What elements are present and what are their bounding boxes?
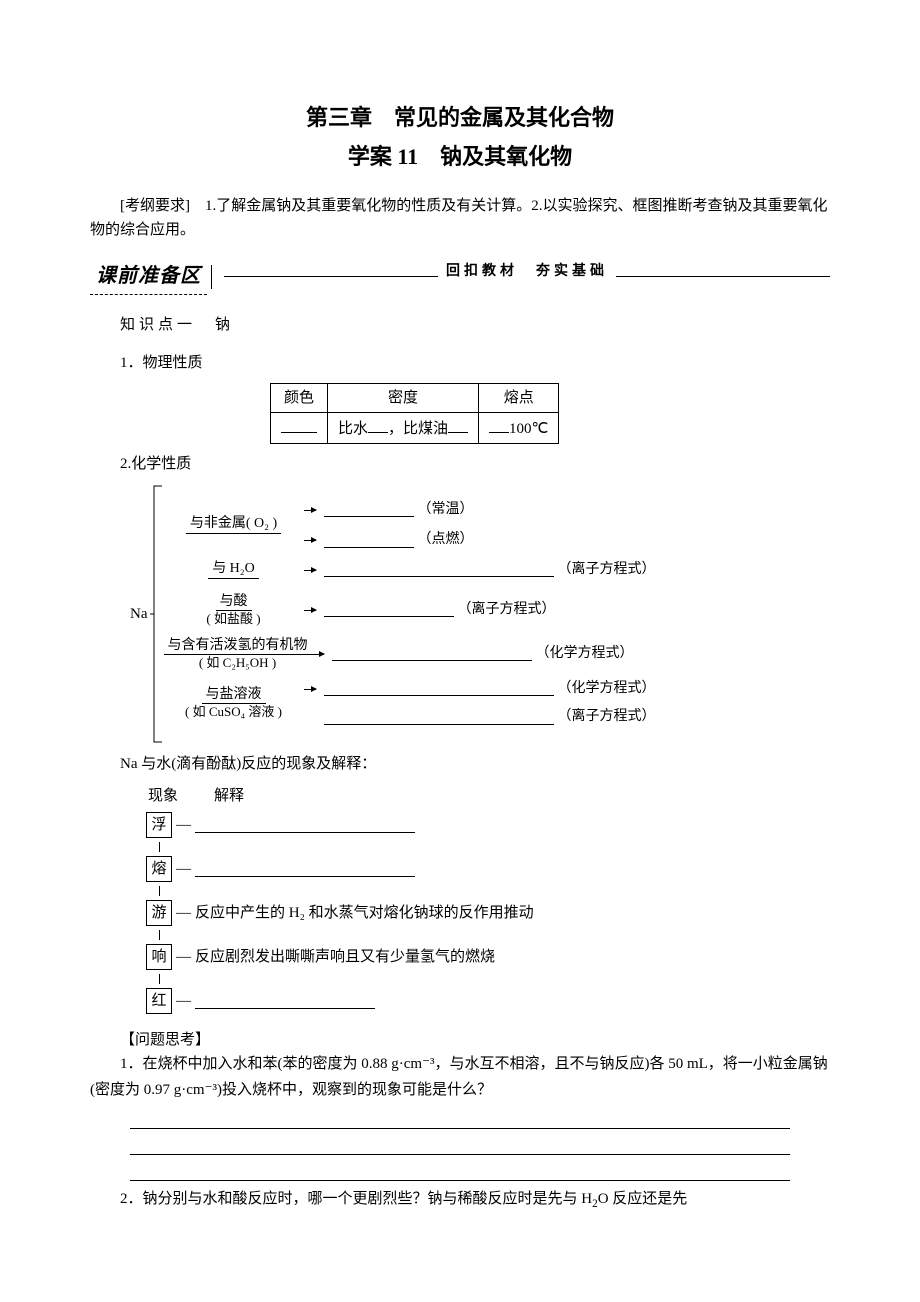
table-cell: 比水 ，比煤油 [328, 413, 479, 444]
chemical-props-diagram: Na 与非金属( O₂ ) （常温） （点燃） 与 H₂O [130, 484, 830, 744]
chem-row: 与非金属( O₂ ) （常温） （点燃） [164, 498, 831, 552]
connector-line [159, 930, 160, 940]
q2-text: 2．钠分别与水和酸反应时，哪一个更剧烈些？钠与稀酸反应时是先与 H [120, 1191, 592, 1207]
chem-row-label: 与 H₂O [164, 561, 304, 579]
blank-field [195, 862, 415, 877]
question-heading: 【问题思考】 [90, 1028, 830, 1052]
blank-field [195, 994, 375, 1009]
phenomenon-row: 熔 — [146, 856, 830, 882]
cell-text: 比水 [338, 421, 368, 437]
connector-line [159, 842, 160, 852]
chapter-title: 第三章 常见的金属及其化合物 [90, 100, 830, 135]
chemical-props-heading: 2.化学性质 [90, 452, 830, 476]
section-subtitle: 回扣教材 夯实基础 [438, 261, 616, 283]
question-1: 1．在烧杯中加入水和苯(苯的密度为 0.88 g·cm⁻³，与水互不相溶，且不与… [90, 1052, 830, 1103]
section-divider [211, 265, 212, 289]
outline-requirements: [考纲要求] 1.了解金属钠及其重要氧化物的性质及有关计算。2.以实验探究、框图… [90, 194, 830, 242]
chem-row-label: 与含有活泼氢的有机物 ( 如 C₂H₅OH ) [164, 638, 312, 671]
na-label: Na [130, 602, 148, 626]
chem-row-label: 与非金属( O₂ ) [164, 516, 304, 534]
phenomenon-intro: Na 与水(滴有酚酞)反应的现象及解释： [90, 752, 830, 776]
q2-tail: O 反应还是先 [598, 1191, 688, 1207]
connector-line [159, 886, 160, 896]
answer-line [130, 1161, 790, 1181]
phenomenon-char: 浮 [146, 812, 172, 838]
chem-row: 与含有活泼氢的有机物 ( 如 C₂H₅OH ) （化学方程式） [164, 632, 831, 676]
phenomenon-char: 游 [146, 900, 172, 926]
phenom-header-right: 解释 [214, 784, 244, 808]
dash-icon: — [176, 813, 191, 837]
table-header: 密度 [328, 384, 479, 413]
phenomenon-text: 反应剧烈发出嘶嘶声响且又有少量氢气的燃烧 [195, 945, 495, 969]
phenomenon-char: 响 [146, 944, 172, 970]
blank-field [368, 415, 388, 433]
blank-field [281, 415, 317, 433]
chem-row-label: 与盐溶液 ( 如 CuSO₄ 溶液 ) [164, 687, 304, 720]
section-line: 回扣教材 夯实基础 [224, 276, 830, 277]
blank-field [195, 818, 415, 833]
chem-row: 与酸 ( 如盐酸 ) （离子方程式） [164, 588, 831, 632]
knowledge-point-1: 知识点一 钠 [90, 313, 830, 337]
phenomenon-text: 反应中产生的 H₂ 和水蒸气对熔化钠球的反作用推动 [195, 901, 534, 925]
chem-row: 与盐溶液 ( 如 CuSO₄ 溶液 ) （化学方程式） （离子方程式） [164, 676, 831, 730]
lesson-title: 学案 11 钠及其氧化物 [90, 139, 830, 174]
table-row: 比水 ，比煤油 100℃ [271, 413, 559, 444]
phenomenon-char: 熔 [146, 856, 172, 882]
phenomenon-row: 红 — [146, 988, 830, 1014]
chem-rows: 与非金属( O₂ ) （常温） （点燃） 与 H₂O （ [164, 498, 831, 730]
phenomenon-row: 响 — 反应剧烈发出嘶嘶声响且又有少量氢气的燃烧 [146, 944, 830, 970]
cell-text: 100℃ [509, 421, 548, 437]
chem-row-label: 与酸 ( 如盐酸 ) [164, 594, 304, 627]
section-bar: 课前准备区 回扣教材 夯实基础 [90, 258, 830, 295]
dash-icon: — [176, 901, 191, 925]
answer-lines [90, 1109, 830, 1181]
bracket-icon [150, 484, 164, 744]
phenomenon-block: 现象 解释 浮 — 熔 — 游 — 反应中产生的 H₂ 和水蒸气对熔化钠球的反作… [146, 784, 830, 1014]
chem-row: 与 H₂O （离子方程式） [164, 552, 831, 588]
cell-text: ，比煤油 [388, 421, 448, 437]
connector-line [159, 974, 160, 984]
phenomenon-char: 红 [146, 988, 172, 1014]
table-cell [271, 413, 328, 444]
blank-field [448, 415, 468, 433]
phenom-header-left: 现象 [148, 784, 178, 808]
section-badge: 课前准备区 [90, 258, 207, 295]
dash-icon: — [176, 989, 191, 1013]
table-row: 颜色 密度 熔点 [271, 384, 559, 413]
physical-props-heading: 1．物理性质 [90, 351, 830, 375]
phenomenon-header: 现象 解释 [148, 784, 830, 808]
dash-icon: — [176, 857, 191, 881]
phenomenon-row: 浮 — [146, 812, 830, 838]
physical-props-table: 颜色 密度 熔点 比水 ，比煤油 100℃ [270, 383, 559, 444]
na-label-column: Na [130, 602, 150, 626]
dash-icon: — [176, 945, 191, 969]
table-header: 熔点 [479, 384, 559, 413]
answer-line [130, 1135, 790, 1155]
phenomenon-row: 游 — 反应中产生的 H₂ 和水蒸气对熔化钠球的反作用推动 [146, 900, 830, 926]
answer-line [130, 1109, 790, 1129]
blank-field [489, 415, 509, 433]
table-header: 颜色 [271, 384, 328, 413]
question-2: 2．钠分别与水和酸反应时，哪一个更剧烈些？钠与稀酸反应时是先与 H2O 反应还是… [90, 1187, 830, 1214]
table-cell: 100℃ [479, 413, 559, 444]
